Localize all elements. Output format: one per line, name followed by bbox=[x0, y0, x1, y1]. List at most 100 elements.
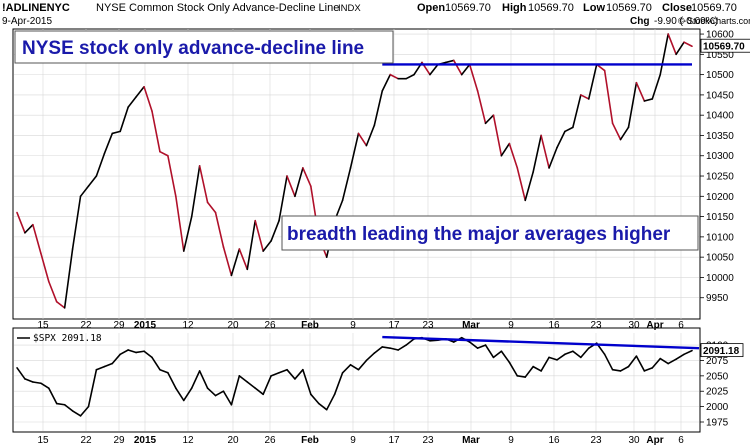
x-tick-label: 23 bbox=[590, 435, 602, 446]
line-segment bbox=[24, 378, 34, 383]
line-segment bbox=[262, 375, 272, 396]
line-segment bbox=[317, 402, 328, 411]
x-tick-label: 20 bbox=[227, 320, 239, 331]
x-tick-label: Apr bbox=[646, 435, 663, 446]
line-segment bbox=[389, 73, 399, 80]
line-segment bbox=[238, 375, 249, 383]
spx-legend: $SPX 2091.18 bbox=[17, 333, 102, 344]
line-segment bbox=[468, 63, 479, 92]
chg-value: -9.90 (-0.09%) bbox=[654, 16, 718, 27]
line-segment bbox=[262, 240, 272, 252]
x-tick-label: 9 bbox=[350, 435, 356, 446]
line-segment bbox=[278, 368, 288, 374]
x-tick-label: 9 bbox=[508, 435, 514, 446]
y-tick-label: 10350 bbox=[706, 131, 734, 142]
line-segment bbox=[294, 167, 304, 198]
last-value-label: 2091.18 bbox=[703, 346, 740, 357]
x-tick-label: 9 bbox=[350, 320, 356, 331]
line-segment bbox=[127, 96, 137, 108]
main-y-axis: 9950 10000 10050 10100 10150 10200 10250 10300 1… bbox=[700, 30, 750, 304]
line-segment bbox=[651, 73, 662, 100]
line-segment bbox=[683, 349, 693, 356]
line-segment bbox=[516, 167, 527, 202]
line-segment bbox=[71, 195, 82, 250]
line-segment bbox=[405, 338, 415, 346]
line-segment bbox=[572, 94, 582, 129]
line-segment bbox=[476, 90, 487, 125]
y-tick-label: 2000 bbox=[706, 402, 729, 413]
line-segment bbox=[580, 347, 590, 359]
line-segment bbox=[627, 355, 638, 368]
line-segment bbox=[143, 350, 153, 359]
line-segment bbox=[667, 33, 677, 56]
line-segment bbox=[286, 175, 296, 198]
line-segment bbox=[373, 90, 384, 127]
line-segment bbox=[365, 124, 376, 147]
line-segment bbox=[325, 393, 336, 411]
spx-x-axis: 15 22 29 2015 12 20 26 Feb 9 17 23 Mar 9 16 23 30 Apr 6 bbox=[37, 435, 684, 446]
line-segment bbox=[63, 248, 74, 309]
line-segment bbox=[143, 85, 153, 112]
x-tick-label: Apr bbox=[646, 320, 663, 331]
x-tick-label: 23 bbox=[590, 320, 602, 331]
line-segment bbox=[198, 370, 209, 389]
line-segment bbox=[175, 195, 185, 252]
x-tick-label: 12 bbox=[182, 435, 194, 446]
line-segment bbox=[63, 403, 74, 412]
line-segment bbox=[429, 339, 439, 342]
line-segment bbox=[167, 371, 177, 389]
adline-series bbox=[16, 33, 693, 309]
line-segment bbox=[214, 390, 225, 397]
line-segment bbox=[278, 175, 288, 222]
line-segment bbox=[564, 350, 574, 356]
line-segment bbox=[206, 387, 217, 397]
line-segment bbox=[222, 390, 233, 406]
line-segment bbox=[635, 81, 646, 102]
y-tick-label: 10550 bbox=[706, 50, 734, 61]
main-x-axis: 15 22 29 2015 12 20 26 Feb 9 17 23 Mar 9 16 23 30 Apr 6 bbox=[37, 320, 684, 331]
line-segment bbox=[79, 405, 90, 417]
line-segment bbox=[55, 300, 66, 309]
line-segment bbox=[500, 142, 511, 157]
line-segment bbox=[119, 106, 129, 133]
line-segment bbox=[508, 142, 519, 169]
line-segment bbox=[540, 356, 550, 372]
line-segment bbox=[103, 362, 114, 368]
line-segment bbox=[47, 280, 58, 303]
y-tick-label: 1975 bbox=[706, 418, 729, 429]
title-annotation: NYSE stock only advance-decline line bbox=[14, 30, 394, 64]
line-segment bbox=[381, 346, 392, 349]
line-segment bbox=[349, 363, 360, 371]
y-tick-label: 10200 bbox=[706, 192, 734, 203]
y-tick-label: 10600 bbox=[706, 30, 734, 41]
x-tick-label: 30 bbox=[628, 435, 640, 446]
line-segment bbox=[119, 349, 129, 356]
line-segment bbox=[159, 368, 169, 374]
line-segment bbox=[572, 350, 582, 359]
breadth-annotation: breadth leading the major averages highe… bbox=[281, 215, 699, 251]
y-tick-label: 10100 bbox=[706, 232, 734, 243]
x-tick-label: 12 bbox=[182, 320, 194, 331]
line-segment bbox=[175, 387, 185, 402]
line-segment bbox=[254, 219, 264, 252]
line-segment bbox=[151, 110, 161, 153]
line-segment bbox=[55, 402, 66, 406]
line-segment bbox=[111, 130, 122, 135]
line-segment bbox=[524, 365, 534, 378]
line-segment bbox=[230, 248, 241, 277]
line-segment bbox=[40, 252, 50, 283]
line-segment bbox=[476, 344, 487, 349]
x-tick-label: 2015 bbox=[134, 435, 157, 446]
y-tick-label: 10000 bbox=[706, 273, 734, 284]
line-segment bbox=[548, 146, 558, 169]
line-segment bbox=[79, 185, 90, 198]
line-segment bbox=[302, 167, 312, 187]
line-segment bbox=[230, 375, 241, 406]
last-value-box bbox=[700, 38, 750, 53]
high-value: 10569.70 bbox=[528, 2, 574, 14]
exchange-label: INDX bbox=[338, 3, 361, 14]
line-segment bbox=[127, 349, 137, 354]
line-segment bbox=[429, 63, 439, 76]
open-label: Open bbox=[417, 2, 445, 14]
